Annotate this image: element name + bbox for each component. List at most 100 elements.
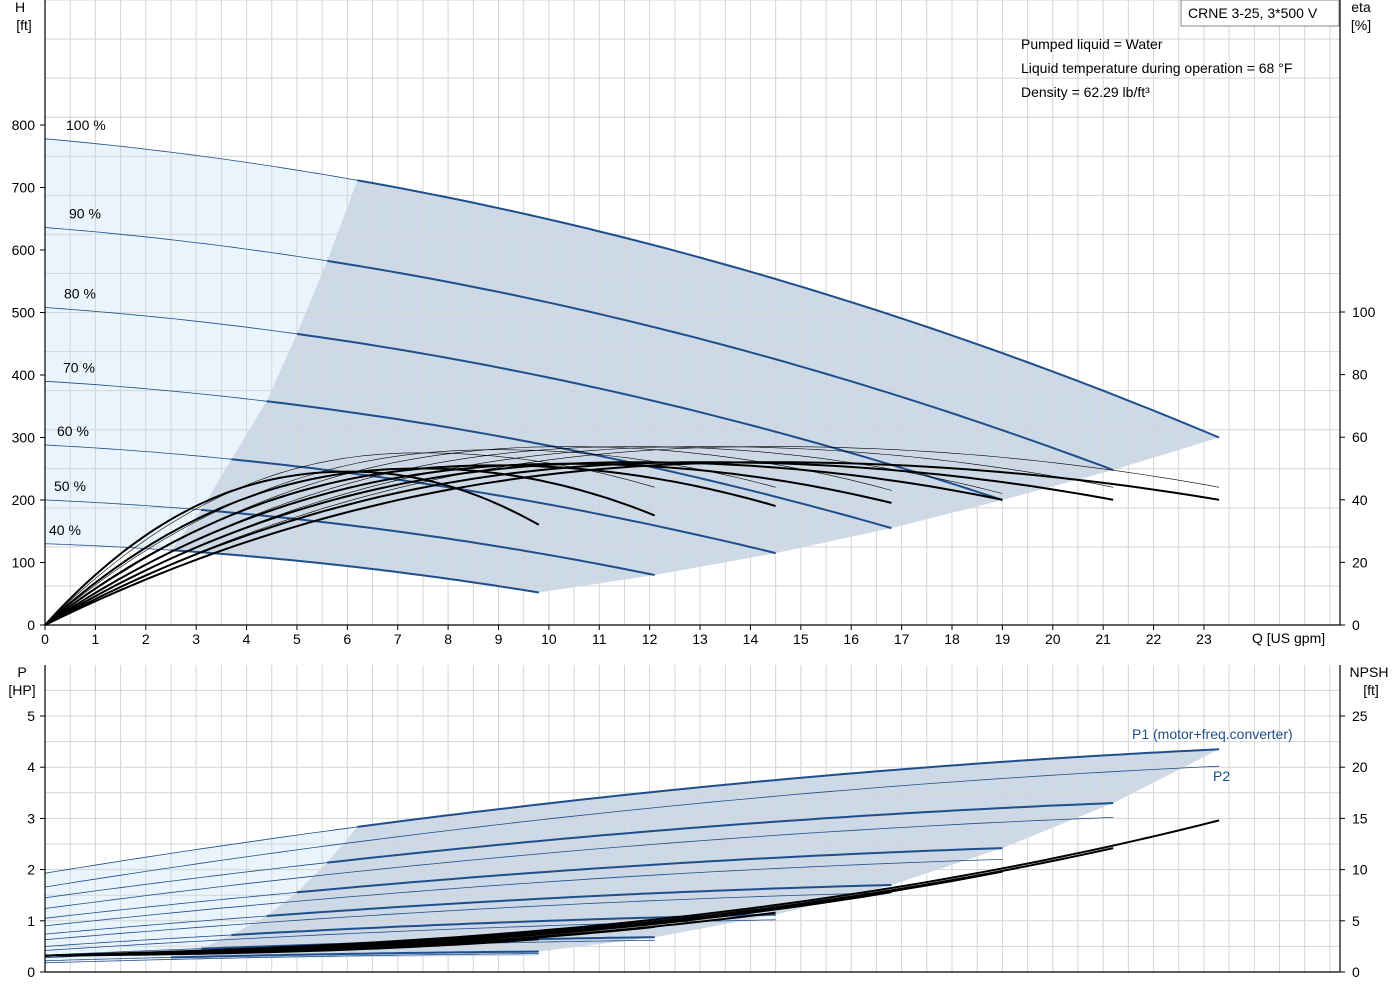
eta-axis-title: eta bbox=[1351, 0, 1371, 15]
speed-label: 90 % bbox=[69, 206, 101, 222]
eta-curve bbox=[44, 461, 1114, 626]
q-tick-label: 18 bbox=[944, 631, 960, 647]
eta-curve-thin bbox=[44, 446, 892, 626]
head-curve bbox=[357, 179, 1220, 439]
head-curve-thin bbox=[44, 380, 267, 402]
speed-label: 100 % bbox=[66, 117, 106, 133]
eta-curve bbox=[44, 461, 1220, 626]
speed-label: 80 % bbox=[64, 286, 96, 302]
q-tick-label: 6 bbox=[343, 631, 351, 647]
q-tick-label: 4 bbox=[243, 631, 251, 647]
eta-curve-thin bbox=[44, 452, 655, 626]
p1-curve-thin bbox=[44, 957, 172, 962]
npsh-tick-label: 20 bbox=[1352, 759, 1368, 775]
eta-tick-label: 0 bbox=[1352, 617, 1360, 633]
region-dark bbox=[171, 180, 1220, 593]
p-tick-label: 3 bbox=[27, 810, 35, 826]
q-tick-label: 9 bbox=[495, 631, 503, 647]
q-tick-label: 19 bbox=[995, 631, 1011, 647]
npsh-axis-title: NPSH bbox=[1350, 664, 1389, 680]
h-tick-label: 100 bbox=[12, 555, 36, 571]
eta-curve-thin bbox=[44, 449, 776, 626]
p1-curve bbox=[296, 847, 1003, 894]
p1-curve bbox=[266, 884, 892, 917]
h-axis-unit: [ft] bbox=[16, 17, 32, 33]
q-tick-label: 23 bbox=[1196, 631, 1212, 647]
q-tick-label: 7 bbox=[394, 631, 402, 647]
h-tick-label: 500 bbox=[12, 305, 36, 321]
p1-curve-thin bbox=[44, 891, 297, 919]
h-tick-label: 400 bbox=[12, 367, 36, 383]
q-tick-label: 14 bbox=[743, 631, 759, 647]
speed-label: 50 % bbox=[54, 478, 86, 494]
eta-curve-thin bbox=[44, 446, 1003, 626]
head-curves bbox=[44, 138, 1220, 626]
power-curves bbox=[44, 748, 1220, 964]
chart-labels: 0 1 2 3 4 5 6 7 8 9 10 11 12 13 14 15 16 17 18 19 20 21 22 2301… bbox=[12, 117, 1376, 980]
npsh-tick-label: 25 bbox=[1352, 708, 1368, 724]
head-curve-thin bbox=[44, 138, 358, 181]
info-line-liquid: Pumped liquid = Water bbox=[1021, 36, 1163, 52]
p-tick-label: 2 bbox=[27, 862, 35, 878]
npsh-axis-unit: [ft] bbox=[1363, 682, 1379, 698]
h-tick-label: 600 bbox=[12, 242, 36, 258]
p1-curve bbox=[357, 748, 1220, 828]
head-curve bbox=[327, 259, 1114, 471]
npsh-tick-label: 15 bbox=[1352, 810, 1368, 826]
eta-axis-unit: [%] bbox=[1351, 17, 1371, 33]
p2-curve bbox=[44, 765, 1220, 888]
eta-tick-label: 60 bbox=[1352, 429, 1368, 445]
p1-curve-thin bbox=[44, 915, 267, 935]
p-axis-unit: [HP] bbox=[8, 682, 35, 698]
npsh-tick-label: 10 bbox=[1352, 862, 1368, 878]
head-curve-thin bbox=[44, 499, 202, 511]
speed-label: 60 % bbox=[57, 423, 89, 439]
p2-curve bbox=[44, 817, 1114, 909]
p1-curve-thin bbox=[44, 862, 328, 899]
model-label-box bbox=[1180, 0, 1340, 27]
q-tick-label: 11 bbox=[592, 631, 607, 647]
q-tick-label: 0 bbox=[41, 631, 49, 647]
head-operating-region bbox=[45, 138, 1220, 593]
h-tick-label: 300 bbox=[12, 430, 36, 446]
q-tick-label: 2 bbox=[142, 631, 150, 647]
q-tick-label: 15 bbox=[793, 631, 809, 647]
info-line-temperature: Liquid temperature during operation = 68… bbox=[1021, 60, 1292, 76]
q-tick-label: 1 bbox=[91, 631, 99, 647]
speed-label: 70 % bbox=[63, 359, 95, 375]
region-dark bbox=[171, 749, 1220, 959]
head-curve bbox=[296, 332, 1003, 501]
axes bbox=[40, 0, 1345, 973]
q-axis-title: Q [US gpm] bbox=[1252, 630, 1325, 646]
q-tick-label: 13 bbox=[692, 631, 708, 647]
p2-curve bbox=[44, 859, 1003, 927]
eta-tick-label: 40 bbox=[1352, 492, 1368, 508]
q-tick-label: 17 bbox=[894, 631, 910, 647]
q-tick-label: 21 bbox=[1095, 631, 1111, 647]
p2-curve bbox=[44, 953, 539, 964]
p1-series-label: P1 (motor+freq.converter) bbox=[1132, 726, 1293, 742]
eta-curve bbox=[44, 464, 776, 626]
q-tick-label: 16 bbox=[843, 631, 859, 647]
p2-series-label: P2 bbox=[1213, 768, 1230, 784]
h-tick-label: 0 bbox=[27, 617, 35, 633]
q-tick-label: 8 bbox=[444, 631, 452, 647]
eta-tick-label: 80 bbox=[1352, 367, 1368, 383]
p-axis-title: P bbox=[17, 664, 26, 680]
head-curve-thin bbox=[44, 307, 297, 335]
npsh-tick-label: 0 bbox=[1352, 964, 1360, 980]
info-line-density: Density = 62.29 lb/ft³ bbox=[1021, 84, 1150, 100]
model-label: CRNE 3-25, 3*500 V bbox=[1188, 5, 1318, 21]
q-tick-label: 12 bbox=[642, 631, 658, 647]
npsh-curve bbox=[44, 938, 539, 957]
npsh-tick-label: 5 bbox=[1352, 913, 1360, 929]
p-tick-label: 4 bbox=[27, 759, 35, 775]
p1-curve-thin bbox=[44, 948, 202, 956]
q-tick-label: 10 bbox=[541, 631, 557, 647]
p-tick-label: 1 bbox=[27, 913, 35, 929]
p-tick-label: 5 bbox=[27, 708, 35, 724]
q-tick-label: 20 bbox=[1045, 631, 1061, 647]
h-axis-title: H bbox=[15, 0, 25, 15]
q-tick-label: 3 bbox=[192, 631, 200, 647]
